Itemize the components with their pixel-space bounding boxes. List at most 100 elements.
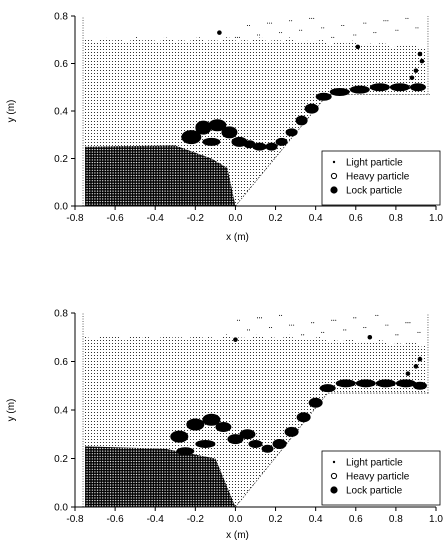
spray-particle (281, 314, 283, 316)
x-tick-label: 0.0 (228, 213, 242, 224)
spray-particle (343, 329, 345, 331)
y-tick-label: 0.4 (54, 107, 68, 118)
spray-particle (385, 20, 387, 22)
spray-particle (256, 34, 259, 36)
x-tick-label: 0.6 (349, 514, 363, 525)
spray-particle (407, 17, 409, 19)
spray-particle (353, 34, 355, 36)
spray-particle (333, 36, 335, 38)
spray-particle (293, 324, 295, 326)
y-axis-label: y (m) (6, 399, 17, 422)
spray-particle (417, 27, 419, 29)
spray-particle (341, 24, 343, 27)
spray-particle (313, 322, 315, 324)
x-tick-label: -0.6 (106, 213, 124, 224)
heavy-particle-region (85, 145, 236, 206)
x-axis-label: x (m) (226, 232, 249, 243)
spray-particle (405, 322, 407, 324)
spray-particle (323, 27, 325, 29)
slope-boundary (235, 392, 430, 507)
eddy (221, 132, 230, 137)
x-tick-label: -0.2 (187, 213, 205, 224)
legend-box (321, 450, 441, 506)
y-tick-label: 0.6 (54, 357, 68, 368)
spray-particle (238, 36, 241, 38)
lock-particle-mass (389, 83, 410, 92)
lock-particle-mass (275, 137, 288, 146)
eddy (242, 140, 249, 144)
spray-particle (313, 17, 315, 19)
spray-particle (321, 27, 323, 29)
spray-particle (363, 22, 365, 24)
lock-particle-mass (304, 103, 319, 114)
spray-particle (268, 22, 271, 24)
spray-particle (405, 17, 407, 19)
eddy (215, 427, 224, 432)
spray-particle (415, 27, 417, 29)
spray-particle (266, 22, 269, 24)
spray-particle (373, 32, 375, 34)
lock-particle-point (409, 75, 415, 81)
spray-particle (395, 334, 397, 336)
lock-particle-mass (308, 397, 323, 408)
lock-particle-mass (252, 142, 267, 151)
lock-particle-mass (295, 115, 308, 126)
lock-particle-mass (375, 379, 396, 388)
spray-particle (365, 327, 367, 329)
spray-particle (375, 314, 377, 316)
spray-particle (417, 331, 419, 333)
y-tick-label: 0.2 (54, 454, 68, 465)
spray-particle (299, 29, 301, 31)
spray-particle (321, 331, 323, 333)
x-tick-label: 0.0 (228, 514, 242, 525)
x-tick-label: 0.4 (309, 514, 323, 525)
spray-particle (363, 327, 365, 329)
spray-particle (383, 20, 385, 22)
lock-particle-mass (329, 88, 350, 96)
x-tick-label: 1.0 (429, 514, 443, 525)
legend: Light particle Heavy particle Lock particl… (321, 450, 441, 506)
lock-particle-point (367, 334, 373, 340)
spray-particle (248, 24, 251, 27)
lock-particle-mass (272, 438, 287, 449)
lock-particle-mass (227, 434, 244, 445)
y-tick-label: 0.8 (54, 309, 68, 320)
spray-particle (419, 331, 421, 333)
spray-particle (353, 317, 355, 319)
spray-particle (248, 329, 251, 331)
lock-particle-point (417, 51, 423, 57)
legend-label: Lock particle (346, 186, 403, 197)
spray-particle (333, 319, 335, 321)
heavy-particle-region (85, 446, 236, 507)
spray-particle (279, 314, 281, 316)
spray-particle (246, 24, 249, 27)
spray-particle (409, 322, 411, 324)
spray-particle (256, 317, 259, 319)
lock-particle-mass (335, 379, 356, 388)
lock-particle-mass (412, 381, 427, 390)
x-tick-label: 0.4 (309, 213, 323, 224)
legend-marker-lock (330, 186, 338, 194)
lock-particle-mass (231, 136, 248, 147)
lock-particle-mass (176, 447, 195, 456)
spray-particle (311, 322, 313, 324)
spray-particle (377, 314, 379, 316)
legend-label: Light particle (346, 458, 403, 469)
lock-particle-mass (315, 92, 332, 101)
spray-particle (238, 319, 241, 321)
spray-particle (355, 34, 357, 36)
lock-particle-mass (349, 85, 370, 94)
spray-particle (301, 334, 303, 336)
spray-particle (309, 17, 311, 19)
spray-particle (291, 20, 293, 22)
y-tick-label: 0.6 (54, 59, 68, 70)
legend-marker-light (332, 160, 336, 164)
lock-particle-point (413, 364, 419, 369)
legend-marker-heavy (330, 472, 338, 480)
legend-label: Light particle (346, 158, 403, 169)
lock-particle-mass (195, 439, 216, 448)
spray-particle (407, 322, 409, 324)
spray-particle (289, 324, 291, 326)
lock-particle-mass (284, 426, 299, 437)
lock-particle-mass (186, 418, 205, 431)
